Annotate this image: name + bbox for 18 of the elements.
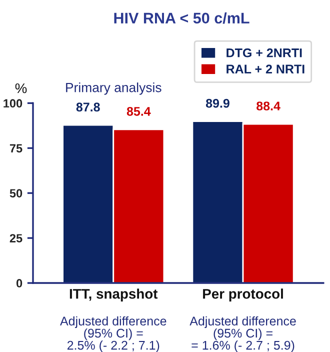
data-label: 85.4	[126, 106, 151, 116]
legend-label: DTG + 2NRTI	[226, 48, 302, 58]
text: Adjusted difference (95% CI) = = 1.6% (- 2.7 ; 5.9)	[190, 316, 296, 352]
y-tick-label: 75	[10, 144, 22, 152]
data-label: 87.8	[76, 102, 100, 112]
data-label: 88.4	[256, 102, 280, 110]
y-tick-label: 25	[10, 234, 22, 242]
text: Primary analysis	[66, 82, 162, 95]
x-tick-label: ITT, snapshot	[70, 288, 158, 302]
y-axis-title: %	[15, 83, 27, 94]
y-tick-label: 100	[4, 99, 22, 108]
data-label: 89.9	[206, 98, 230, 108]
legend-label: RAL + 2 NRTI	[226, 64, 304, 74]
y-tick-label: 50	[10, 189, 22, 198]
x-tick-label: Per protocol	[203, 288, 283, 302]
text: Adjusted difference (95% CI) = 2.5% (- 2.2 ; 7.1)	[60, 316, 166, 352]
y-tick-label: 0	[16, 279, 22, 288]
chart-title: HIV RNA < 50 c/mL	[114, 12, 250, 24]
